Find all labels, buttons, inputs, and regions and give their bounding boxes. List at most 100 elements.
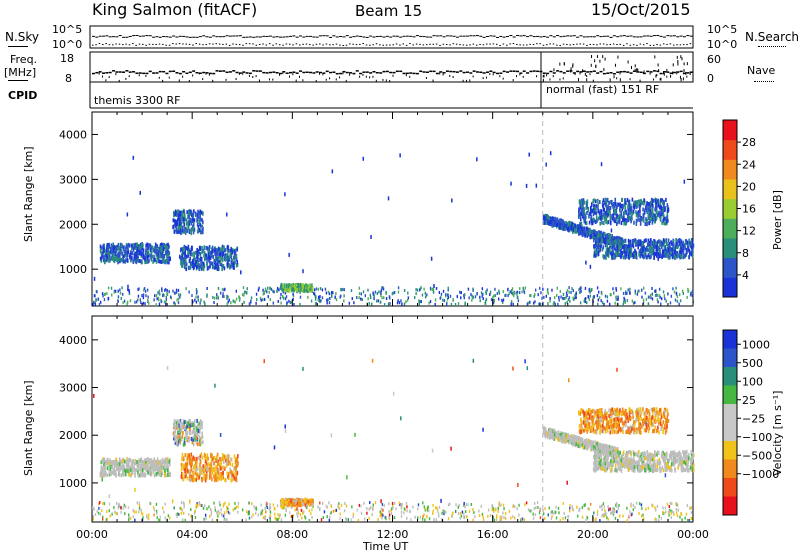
power-echo-pixel <box>306 284 308 289</box>
power-echo-pixel <box>628 209 630 214</box>
velocity-nearrange-pixel <box>518 503 520 507</box>
nsky-trace-dot <box>222 36 226 38</box>
power-echo-pixel <box>225 257 228 262</box>
power-echo-pixel <box>654 252 657 257</box>
power-nearrange-pixel <box>540 291 542 295</box>
power-echo-pixel <box>634 202 636 207</box>
freq-trace-dot <box>642 72 646 75</box>
power-echo-pixel <box>656 240 659 245</box>
power-echo-pixel <box>112 254 115 259</box>
power-nearrange-pixel <box>122 301 124 305</box>
power-echo-pixel <box>137 258 139 263</box>
power-nearrange-pixel <box>479 299 481 303</box>
nave-trace-dot <box>292 73 294 76</box>
power-echo-pixel <box>577 227 579 232</box>
power-nearrange-pixel <box>158 302 161 306</box>
power-isolated-pixel <box>433 284 435 289</box>
velocity-nearrange-pixel <box>138 506 141 510</box>
power-echo-pixel <box>595 243 597 248</box>
power-echo-pixel <box>628 240 631 245</box>
power-echo-pixel <box>626 197 629 202</box>
power-echo-pixel <box>581 201 584 206</box>
power-nearrange-pixel <box>266 286 269 290</box>
power-echo-pixel <box>689 242 692 247</box>
power-nearrange-pixel <box>459 290 461 294</box>
velocity-nearrange-pixel <box>94 513 97 517</box>
nsearch-trace-dot <box>599 43 602 45</box>
velocity-isolated-pixel <box>482 427 484 432</box>
power-echo-pixel <box>635 255 638 260</box>
power-nearrange-pixel <box>144 289 147 293</box>
power-nearrange-pixel <box>631 299 634 303</box>
power-echo-pixel <box>664 245 667 250</box>
velocity-nearrange-pixel <box>530 509 533 513</box>
velocity-nearrange-pixel <box>675 508 678 512</box>
nsearch-trace-dot <box>619 43 622 45</box>
velocity-isolated-pixel <box>450 446 452 451</box>
power-echo-pixel <box>558 218 561 223</box>
velocity-nearrange-pixel <box>690 511 693 515</box>
power-echo-pixel <box>597 234 599 239</box>
nsky-trace-dot <box>642 35 646 37</box>
nsky-trace-dot <box>312 36 316 38</box>
power-echo-pixel <box>602 207 605 212</box>
power-echo-pixel <box>677 244 679 249</box>
velocity-nearrange-pixel <box>292 514 295 518</box>
power-echo-pixel <box>165 251 168 256</box>
power-echo-pixel <box>605 234 608 239</box>
freq-trace-dot <box>629 72 633 74</box>
nave-trace-dot <box>666 75 668 78</box>
power-nearrange-pixel <box>538 286 541 290</box>
nsky-left-tick-bottom: 10^0 <box>52 38 83 51</box>
velocity-nearrange-pixel <box>368 507 370 511</box>
power-echo-pixel <box>180 224 183 229</box>
nave-trace-dot <box>676 71 678 75</box>
nsearch-trace-dot <box>686 44 688 46</box>
power-echo-pixel <box>659 253 662 258</box>
power-echo-pixel <box>562 221 565 226</box>
velocity-nearrange-pixel <box>269 516 271 520</box>
power-echo-pixel <box>658 245 660 250</box>
power-echo-pixel <box>112 249 115 254</box>
power-echo-pixel <box>605 210 608 215</box>
velocity-nearrange-pixel <box>529 509 531 513</box>
power-nearrange-pixel <box>420 300 422 304</box>
nsearch-trace-dot <box>365 44 368 46</box>
power-nearrange-pixel <box>95 298 97 302</box>
power-nearrange-pixel <box>97 297 100 301</box>
velocity-nearrange-pixel <box>92 517 95 521</box>
velocity-nearrange-pixel <box>241 508 244 512</box>
velocity-nearrange-pixel <box>199 503 202 507</box>
power-echo-pixel <box>147 243 150 248</box>
nsky-trace-dot <box>359 35 363 37</box>
nave-trace-dot <box>629 78 631 81</box>
velocity-nearrange-pixel <box>196 504 199 508</box>
velocity-isolated-pixel <box>219 432 222 437</box>
nsearch-trace-dot <box>402 43 405 45</box>
power-echo-pixel <box>151 245 154 250</box>
velocity-nearrange-pixel <box>360 511 363 515</box>
power-echo-pixel <box>641 217 644 222</box>
power-echo-pixel <box>655 245 658 250</box>
power-nearrange-pixel <box>246 291 248 295</box>
velocity-nearrange-pixel <box>632 503 635 507</box>
nave-trace-dot <box>522 75 524 78</box>
power-nearrange-pixel <box>221 287 224 291</box>
power-echo-pixel <box>583 216 585 221</box>
velocity-nearrange-pixel <box>325 504 327 508</box>
power-echo-pixel <box>199 213 201 218</box>
power-isolated-pixel <box>331 169 334 174</box>
power-echo-pixel <box>111 248 114 253</box>
power-echo-pixel <box>279 285 282 290</box>
power-echo-pixel <box>585 226 588 231</box>
velocity-nearrange-pixel <box>610 511 612 515</box>
power-nearrange-pixel <box>675 292 678 296</box>
velocity-nearrange-pixel <box>117 506 119 510</box>
power-echo-pixel <box>164 260 166 265</box>
power-nearrange-pixel <box>615 297 617 301</box>
power-echo-pixel <box>611 216 614 221</box>
power-echo-pixel <box>572 223 574 228</box>
power-echo-pixel <box>185 254 188 259</box>
power-echo-pixel <box>167 253 170 258</box>
power-echo-pixel <box>203 250 206 255</box>
